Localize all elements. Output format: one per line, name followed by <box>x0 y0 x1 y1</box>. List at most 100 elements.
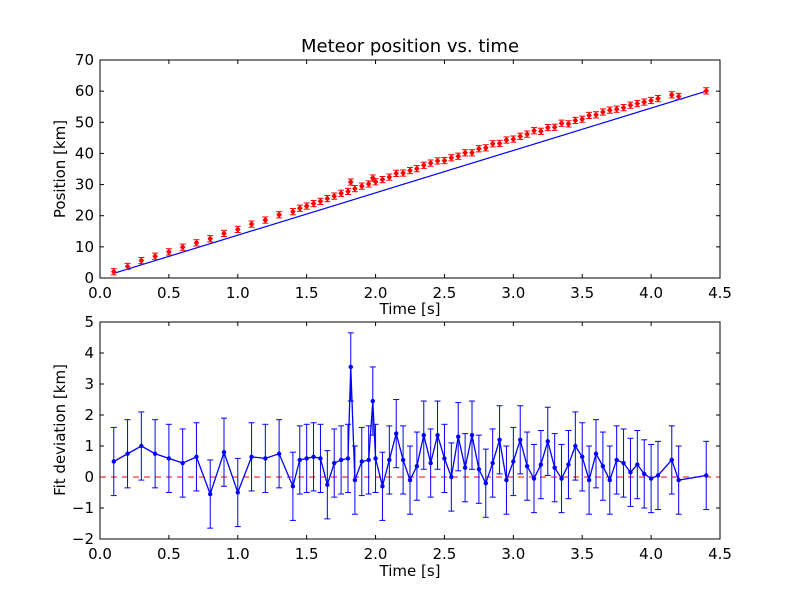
position-point <box>668 91 675 99</box>
deviation-chart-y-tick-label: 0 <box>84 468 94 486</box>
deviation-point <box>442 456 447 461</box>
deviation-point <box>421 432 426 438</box>
position-point <box>648 97 654 104</box>
deviation-point <box>407 477 413 483</box>
deviation-point <box>449 474 454 480</box>
deviation-point <box>456 434 461 439</box>
position-point <box>345 188 351 195</box>
position-point <box>469 149 475 157</box>
deviation-point <box>704 473 709 478</box>
deviation-chart-y-tick-label: 1 <box>84 437 94 455</box>
position-point <box>634 100 641 107</box>
position-point <box>138 257 145 264</box>
position-point <box>524 130 530 138</box>
position-chart-x-tick-label: 3.0 <box>501 284 525 302</box>
position-point <box>324 195 331 202</box>
position-point <box>358 182 365 190</box>
position-point <box>586 112 592 119</box>
deviation-point <box>580 454 585 460</box>
deviation-point <box>125 451 130 456</box>
position-chart-x-tick-label: 2.5 <box>433 284 457 302</box>
position-point <box>427 159 434 167</box>
deviation-point <box>366 457 371 463</box>
position-chart-y-tick-label: 70 <box>75 51 94 69</box>
position-chart-ylabel: Position [km] <box>51 120 69 218</box>
position-point <box>379 176 386 183</box>
position-point <box>448 154 455 162</box>
position-chart-x-tick-label: 1.0 <box>226 284 250 302</box>
position-point <box>496 140 503 147</box>
position-chart-x-tick-label: 4.5 <box>708 284 732 302</box>
deviation-point <box>325 482 330 487</box>
deviation-point <box>586 477 592 483</box>
deviation-chart-x-tick-label: 4.5 <box>708 545 732 563</box>
position-chart-x-tick-label: 4.0 <box>639 284 663 302</box>
position-point <box>310 200 317 207</box>
position-point <box>207 235 214 243</box>
deviation-point <box>655 473 661 478</box>
deviation-chart-y-tick-label: 2 <box>84 406 94 424</box>
deviation-point <box>621 460 626 466</box>
position-chart-x-tick-label: 0.0 <box>88 284 112 302</box>
position-point <box>193 239 200 247</box>
deviation-chart-marks <box>100 332 720 529</box>
deviation-point <box>290 484 296 489</box>
deviation-point <box>221 450 227 455</box>
position-point <box>317 197 324 205</box>
position-point <box>262 216 269 224</box>
deviation-point <box>345 456 351 461</box>
deviation-chart-y-tick-label: −2 <box>72 530 94 548</box>
position-point <box>234 226 241 233</box>
position-chart: Meteor position vs. time Time [s] Positi… <box>51 36 732 318</box>
position-point <box>420 161 427 169</box>
deviation-point <box>607 477 612 483</box>
position-point <box>248 220 255 228</box>
position-point <box>627 101 634 109</box>
deviation-chart-y-tick-label: 4 <box>84 344 94 362</box>
deviation-chart-x-tick-label: 2.5 <box>433 545 457 563</box>
fit-line <box>113 90 707 274</box>
position-point <box>296 204 303 212</box>
position-chart-x-tick-label: 2.0 <box>364 284 388 302</box>
deviation-chart-x-tick-label: 3.5 <box>570 545 594 563</box>
position-point <box>579 115 586 123</box>
deviation-point <box>669 457 674 463</box>
deviation-point <box>139 443 144 449</box>
position-point <box>558 119 565 127</box>
position-point <box>386 173 393 181</box>
position-point <box>221 230 227 237</box>
deviation-point <box>332 460 337 466</box>
position-chart-xlabel: Time [s] <box>379 300 441 318</box>
deviation-point <box>208 491 213 497</box>
position-chart-x-tick-label: 3.5 <box>570 284 594 302</box>
deviation-point <box>387 457 392 463</box>
position-chart-y-tick-label: 20 <box>75 207 94 225</box>
position-point <box>434 157 441 165</box>
position-chart-y-ticks: 0 10 20 30 40 50 60 70 <box>75 51 720 287</box>
deviation-point <box>435 432 440 438</box>
deviation-point <box>338 457 344 463</box>
deviation-chart-y-tick-label: 3 <box>84 375 94 393</box>
deviation-point <box>600 463 606 469</box>
deviation-chart-y-tick-label: −1 <box>72 499 94 517</box>
deviation-point <box>249 454 254 460</box>
deviation-point <box>194 454 199 460</box>
position-point <box>347 178 354 186</box>
position-point <box>517 132 524 140</box>
position-point <box>551 123 558 131</box>
deviation-point <box>648 476 654 481</box>
position-point <box>510 135 517 143</box>
deviation-chart-x-tick-label: 1.5 <box>295 545 319 563</box>
position-point <box>124 263 131 270</box>
position-chart-y-tick-label: 0 <box>84 269 94 287</box>
position-point <box>544 124 551 131</box>
position-point <box>503 136 510 144</box>
deviation-point <box>359 459 364 464</box>
position-point <box>276 211 282 219</box>
position-point <box>613 105 620 113</box>
deviation-point <box>676 477 681 483</box>
position-point <box>476 145 482 153</box>
position-chart-y-tick-label: 30 <box>75 176 94 194</box>
deviation-point <box>635 462 640 467</box>
deviation-point <box>428 460 433 466</box>
